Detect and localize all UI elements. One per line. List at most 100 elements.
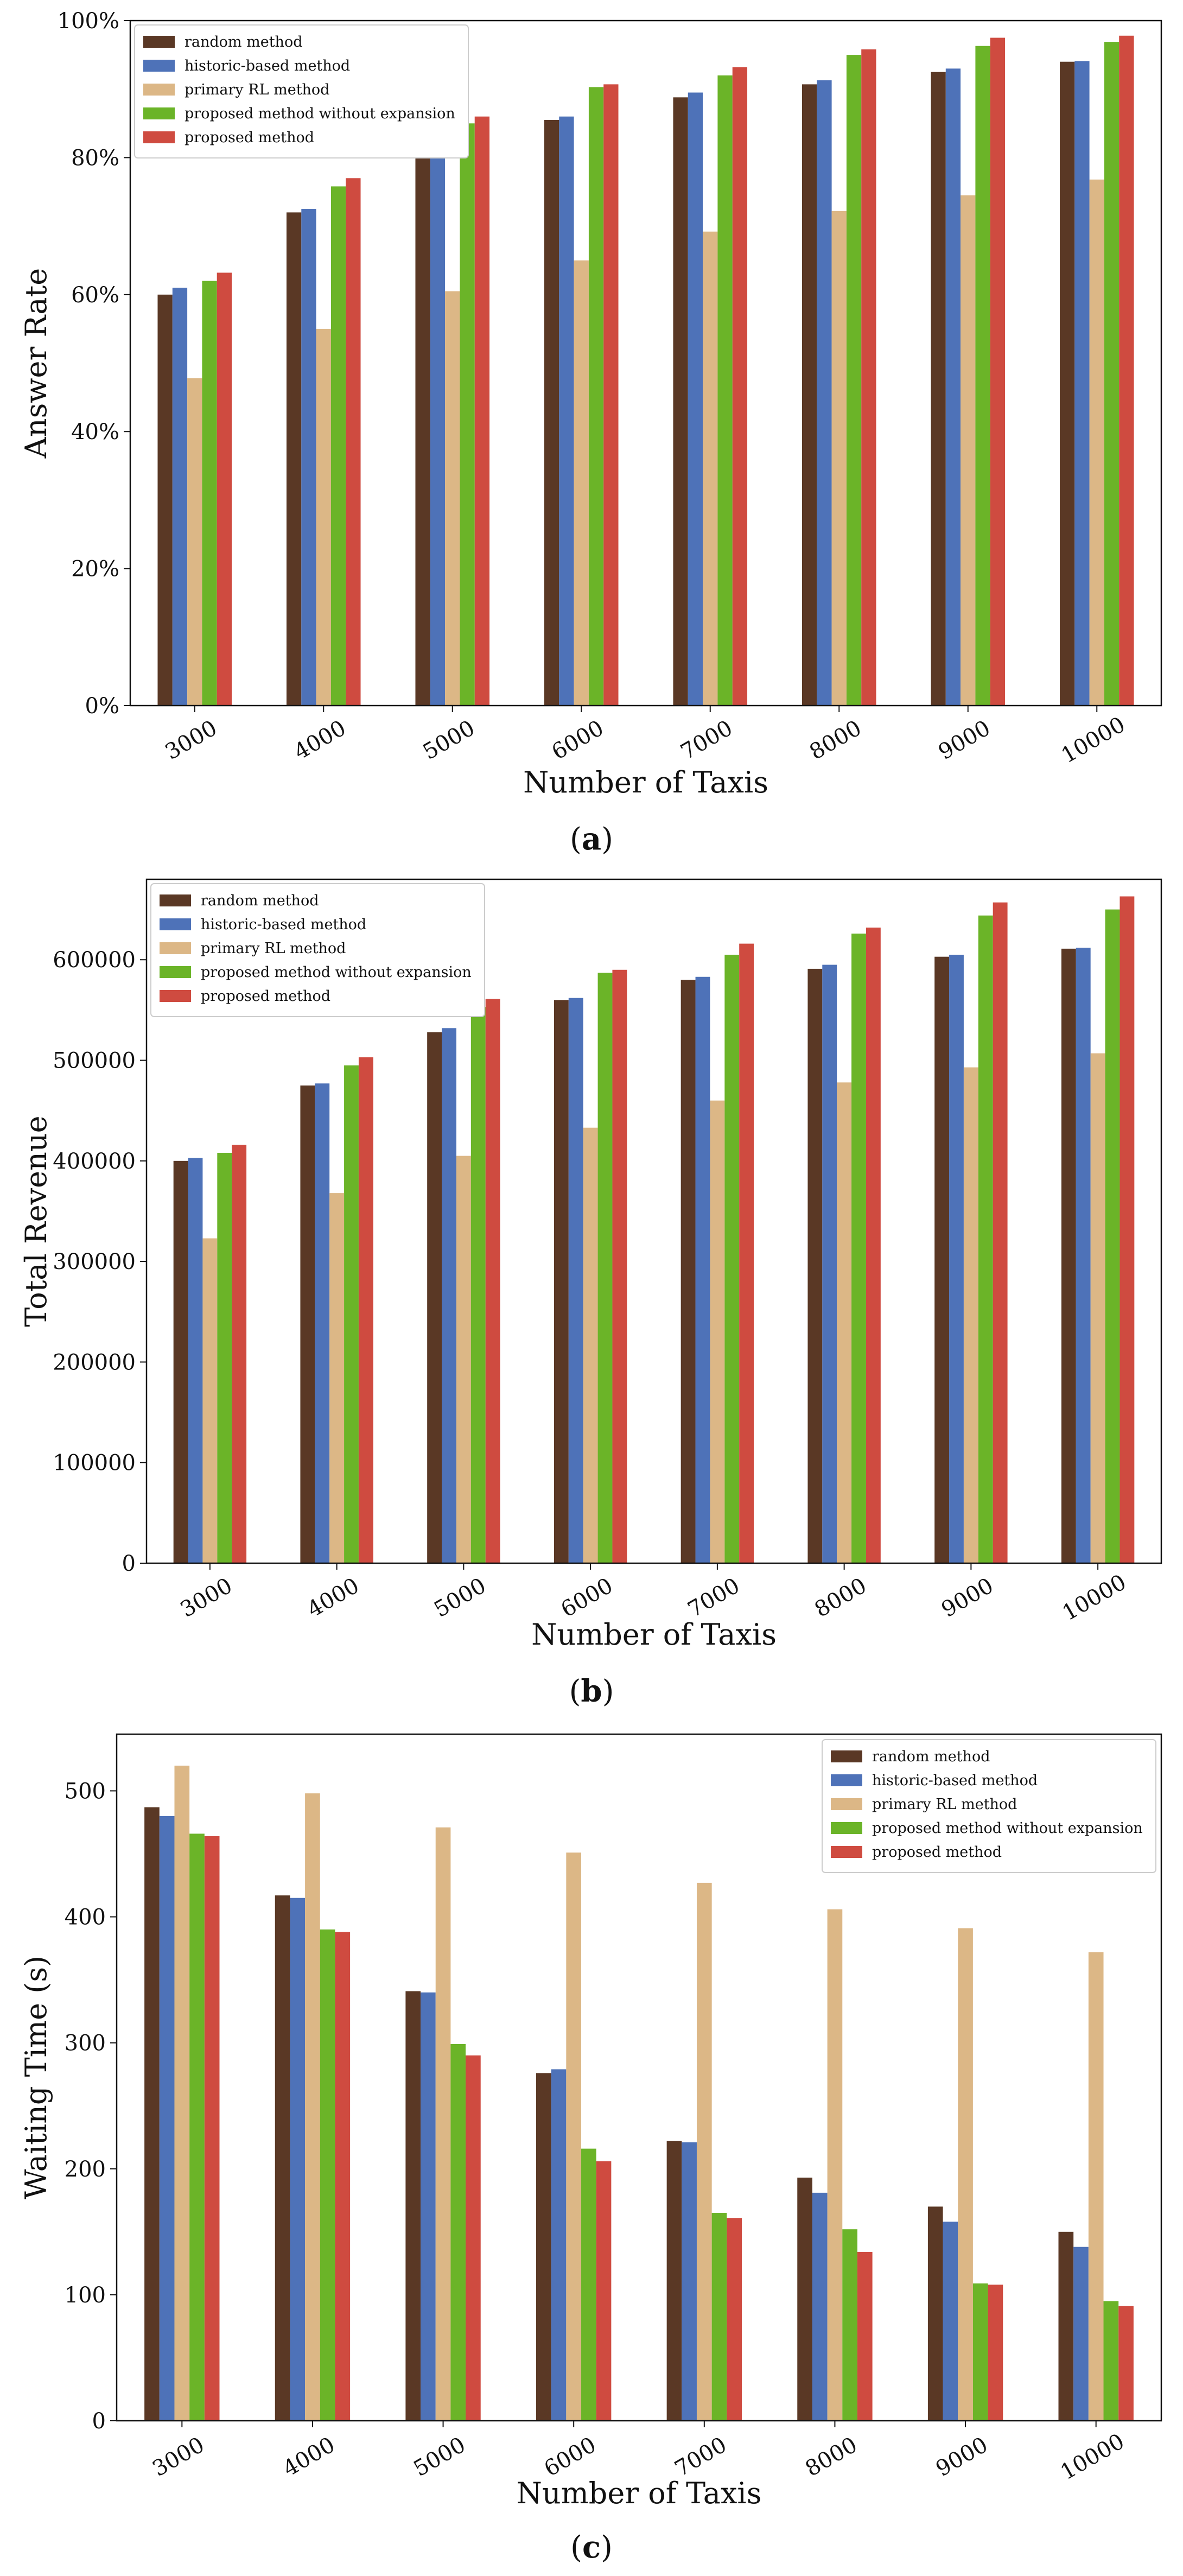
bar [961,195,976,706]
y-tick-label: 500 [65,1779,106,1804]
y-axis-label: Total Revenue [19,1115,53,1327]
bar [566,1852,582,2421]
legend-entry-label: proposed method [201,988,330,1005]
bar [1104,42,1120,706]
bar [466,2055,481,2421]
series-proposed_no_exp [202,42,1120,706]
y-tick-label: 60% [71,283,119,308]
legend-entry-label: random method [872,1748,990,1765]
x-tick-label: 6000 [557,1573,617,1622]
bar [415,154,430,706]
bar [445,291,460,706]
legend-entry-label: random method [185,34,302,50]
legend-entry-label: random method [201,892,319,909]
bar [597,973,613,1563]
x-tick-label: 10000 [1058,1570,1130,1626]
x-tick-label: 8000 [811,1573,871,1622]
bar [695,976,710,1563]
bar [688,92,703,706]
bar [1118,2306,1134,2421]
series-primary_rl [202,1053,1105,1563]
x-tick-label: 8000 [805,715,866,765]
bar [802,84,817,706]
x-tick-label: 5000 [419,715,479,765]
x-axis-label: Number of Taxis [531,1617,777,1652]
legend-swatch [831,1750,862,1762]
series-proposed_no_exp [189,1833,1119,2421]
bar [551,2069,567,2421]
bar [474,116,490,706]
bar [286,212,302,706]
legend-swatch [143,107,175,119]
y-tick-label: 80% [71,145,119,170]
y-tick-label: 100000 [53,1451,136,1476]
legend-swatch [143,131,175,143]
bar [358,1057,373,1563]
bar [931,72,946,706]
bar [934,956,950,1563]
bar [157,294,173,706]
bar [173,1160,188,1563]
x-tick-label: 7000 [671,2432,731,2482]
series-historic [188,948,1091,1563]
caption-open-paren: ( [570,822,582,857]
bar [588,87,604,706]
y-tick-label: 500000 [53,1049,136,1074]
legend-entry-label: proposed method [185,129,314,146]
bar [812,2192,828,2421]
bar [1088,1952,1104,2421]
y-tick-label: 0 [122,1551,136,1576]
bar [435,1827,451,2421]
legend: random method historic-based method primar… [134,24,469,158]
bar [188,1158,203,1563]
legend-swatch [143,84,175,96]
bar [305,1793,320,2421]
bar [958,1928,973,2421]
bar [1119,35,1134,706]
bar [217,272,232,706]
plot-frame [116,1733,1162,2422]
x-tick-label: 7000 [677,715,737,765]
legend-box [134,24,469,158]
bar [724,954,740,1563]
caption-open-paren: ( [570,2530,582,2565]
bar [1103,2301,1119,2421]
bar [189,1833,205,2421]
legend-entry-label: historic-based method [201,916,366,933]
bar [1059,61,1075,706]
bar [666,2141,682,2421]
x-tick-label: 4000 [290,715,350,765]
bar [596,2161,612,2421]
bar [316,328,331,706]
bar [1076,948,1091,1563]
bar [945,68,961,706]
x-tick-label: 6000 [548,715,608,765]
legend-swatch [160,990,191,1002]
bar [727,2218,742,2421]
bar [717,75,733,706]
bar [739,943,754,1563]
bar [335,1932,351,2421]
bar [559,116,574,706]
y-tick-label: 300 [65,2031,106,2056]
bar [842,2229,857,2421]
chart-b: 0 100000 200000 300000 400000 500000 600000 300… [19,878,1162,1709]
legend-entry-label: historic-based method [185,58,350,74]
bar [711,2213,727,2421]
chart-c: 0 100 200 300 400 500 3000 4000 5000 6000 7000 8000… [19,1733,1162,2565]
y-tick-label: 600000 [53,948,136,973]
bar [159,1816,175,2421]
series-random [157,61,1075,706]
bar [427,1032,442,1563]
bar [972,2283,988,2421]
series-random [173,948,1076,1563]
caption-letter: c [582,2529,601,2565]
bar [144,1807,160,2421]
bar [988,2285,1003,2421]
y-tick-label: 0% [85,694,119,719]
x-axis-label: Number of Taxis [517,2476,762,2510]
bar [346,178,361,706]
legend-entry-label: proposed method [872,1844,1002,1861]
bar [861,49,876,706]
bar [963,1067,978,1563]
